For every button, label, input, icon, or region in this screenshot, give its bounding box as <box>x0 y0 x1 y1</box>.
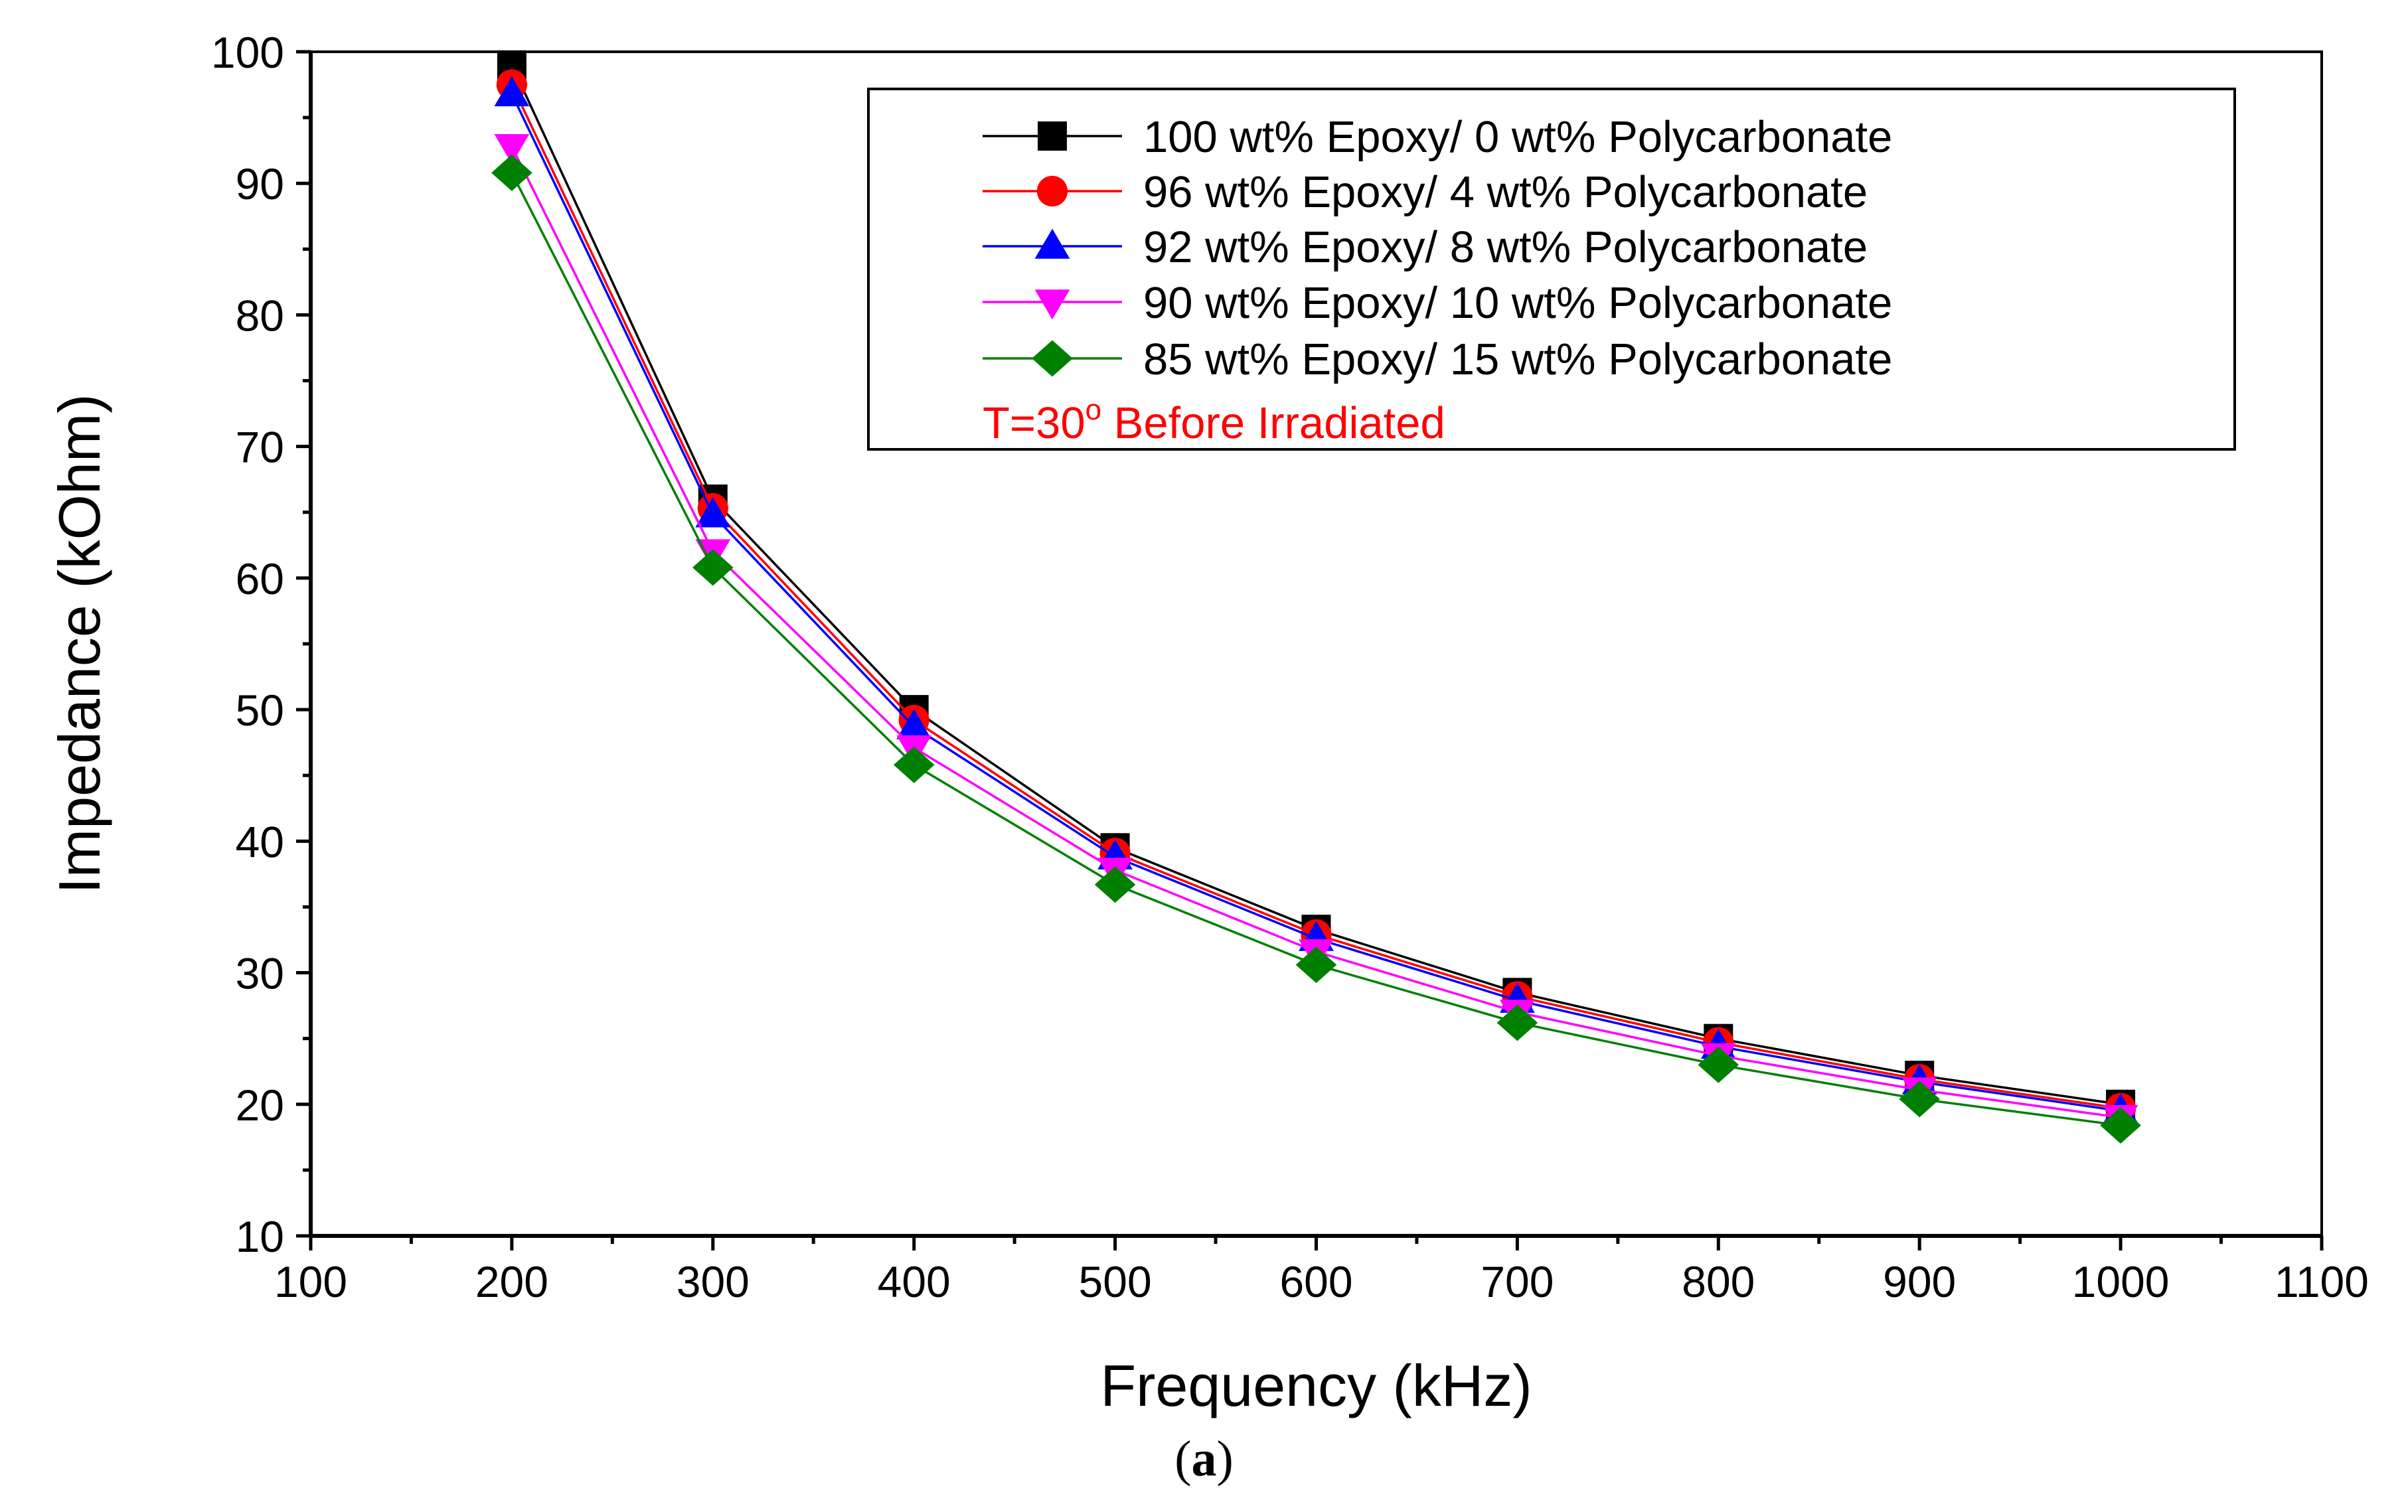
y-tick-label: 50 <box>236 686 284 735</box>
data-point <box>1899 1081 1940 1118</box>
x-tick-label: 300 <box>677 1257 750 1306</box>
legend-label: 100 wt% Epoxy/ 0 wt% Polycarbonate <box>1143 112 1892 162</box>
y-tick-label: 40 <box>236 817 284 866</box>
legend-label: 85 wt% Epoxy/ 15 wt% Polycarbonate <box>1143 335 1892 384</box>
legend-box <box>867 88 2236 451</box>
data-point <box>1496 1004 1538 1041</box>
series-layer <box>491 50 2141 1144</box>
x-tick-label: 100 <box>274 1257 347 1306</box>
y-tick-label: 30 <box>236 949 284 998</box>
legend-item: 100 wt% Epoxy/ 0 wt% Polycarbonate <box>983 112 1892 162</box>
x-tick-label: 200 <box>475 1257 548 1306</box>
legend-item: 96 wt% Epoxy/ 4 wt% Polycarbonate <box>983 167 1868 217</box>
data-point <box>692 549 734 586</box>
x-tick-label: 400 <box>878 1257 951 1306</box>
legend-label: 90 wt% Epoxy/ 10 wt% Polycarbonate <box>1143 278 1892 328</box>
caption-letter: a <box>1191 1431 1217 1487</box>
data-point <box>893 746 935 783</box>
y-axis-label: Impedance (kOhm) <box>46 394 112 893</box>
series-5 <box>491 154 2141 1144</box>
data-point <box>695 497 731 528</box>
x-tick-label: 500 <box>1079 1257 1152 1306</box>
caption-close: ) <box>1216 1431 1234 1487</box>
data-point <box>494 76 530 107</box>
legend-item: 92 wt% Epoxy/ 8 wt% Polycarbonate <box>983 222 1868 272</box>
figure-caption: (a) <box>0 1430 2408 1488</box>
annotation-superscript: o <box>1085 394 1101 426</box>
x-tick-label: 800 <box>1682 1257 1755 1306</box>
y-tick-label: 80 <box>236 291 284 340</box>
x-tick-label: 900 <box>1883 1257 1956 1306</box>
data-point <box>1094 866 1136 903</box>
y-tick-label: 90 <box>236 159 284 208</box>
data-point <box>2100 1106 2141 1144</box>
data-point <box>494 134 530 165</box>
x-axis-label: Frequency (kHz) <box>1100 1353 1532 1418</box>
x-tick-label: 700 <box>1481 1257 1554 1306</box>
data-point <box>1698 1046 1739 1083</box>
annotation-prefix: T=30 <box>983 398 1085 448</box>
data-point <box>491 154 532 191</box>
legend-marker <box>1038 121 1067 151</box>
y-tick-label: 100 <box>211 28 284 77</box>
axes: 100 200 300 400 500 600 700 800 900 1000 1100 10 20 3… <box>211 28 2369 1306</box>
caption-open: ( <box>1174 1431 1192 1487</box>
legend-marker <box>1034 289 1070 320</box>
legend-marker <box>1032 340 1073 377</box>
x-tick-label: 1000 <box>2072 1257 2170 1306</box>
annotation-suffix: Before Irradiated <box>1101 398 1445 448</box>
legend-item: 85 wt% Epoxy/ 15 wt% Polycarbonate <box>983 335 1892 384</box>
y-tick-label: 10 <box>236 1212 284 1261</box>
legend-label: 96 wt% Epoxy/ 4 wt% Polycarbonate <box>1143 167 1868 217</box>
data-point <box>1295 946 1337 984</box>
legend-marker <box>1034 228 1070 259</box>
x-tick-label: 600 <box>1279 1257 1352 1306</box>
data-point <box>896 709 932 739</box>
annotation-text: T=30o Before Irradiated <box>983 394 1445 448</box>
y-tick-label: 20 <box>236 1081 284 1130</box>
legend-label: 92 wt% Epoxy/ 8 wt% Polycarbonate <box>1143 222 1868 272</box>
x-tick-label: 1100 <box>2275 1257 2369 1306</box>
legend-marker <box>1036 175 1068 207</box>
legend-item: 90 wt% Epoxy/ 10 wt% Polycarbonate <box>983 278 1892 328</box>
y-tick-label: 70 <box>236 423 284 472</box>
y-tick-label: 60 <box>236 554 284 603</box>
